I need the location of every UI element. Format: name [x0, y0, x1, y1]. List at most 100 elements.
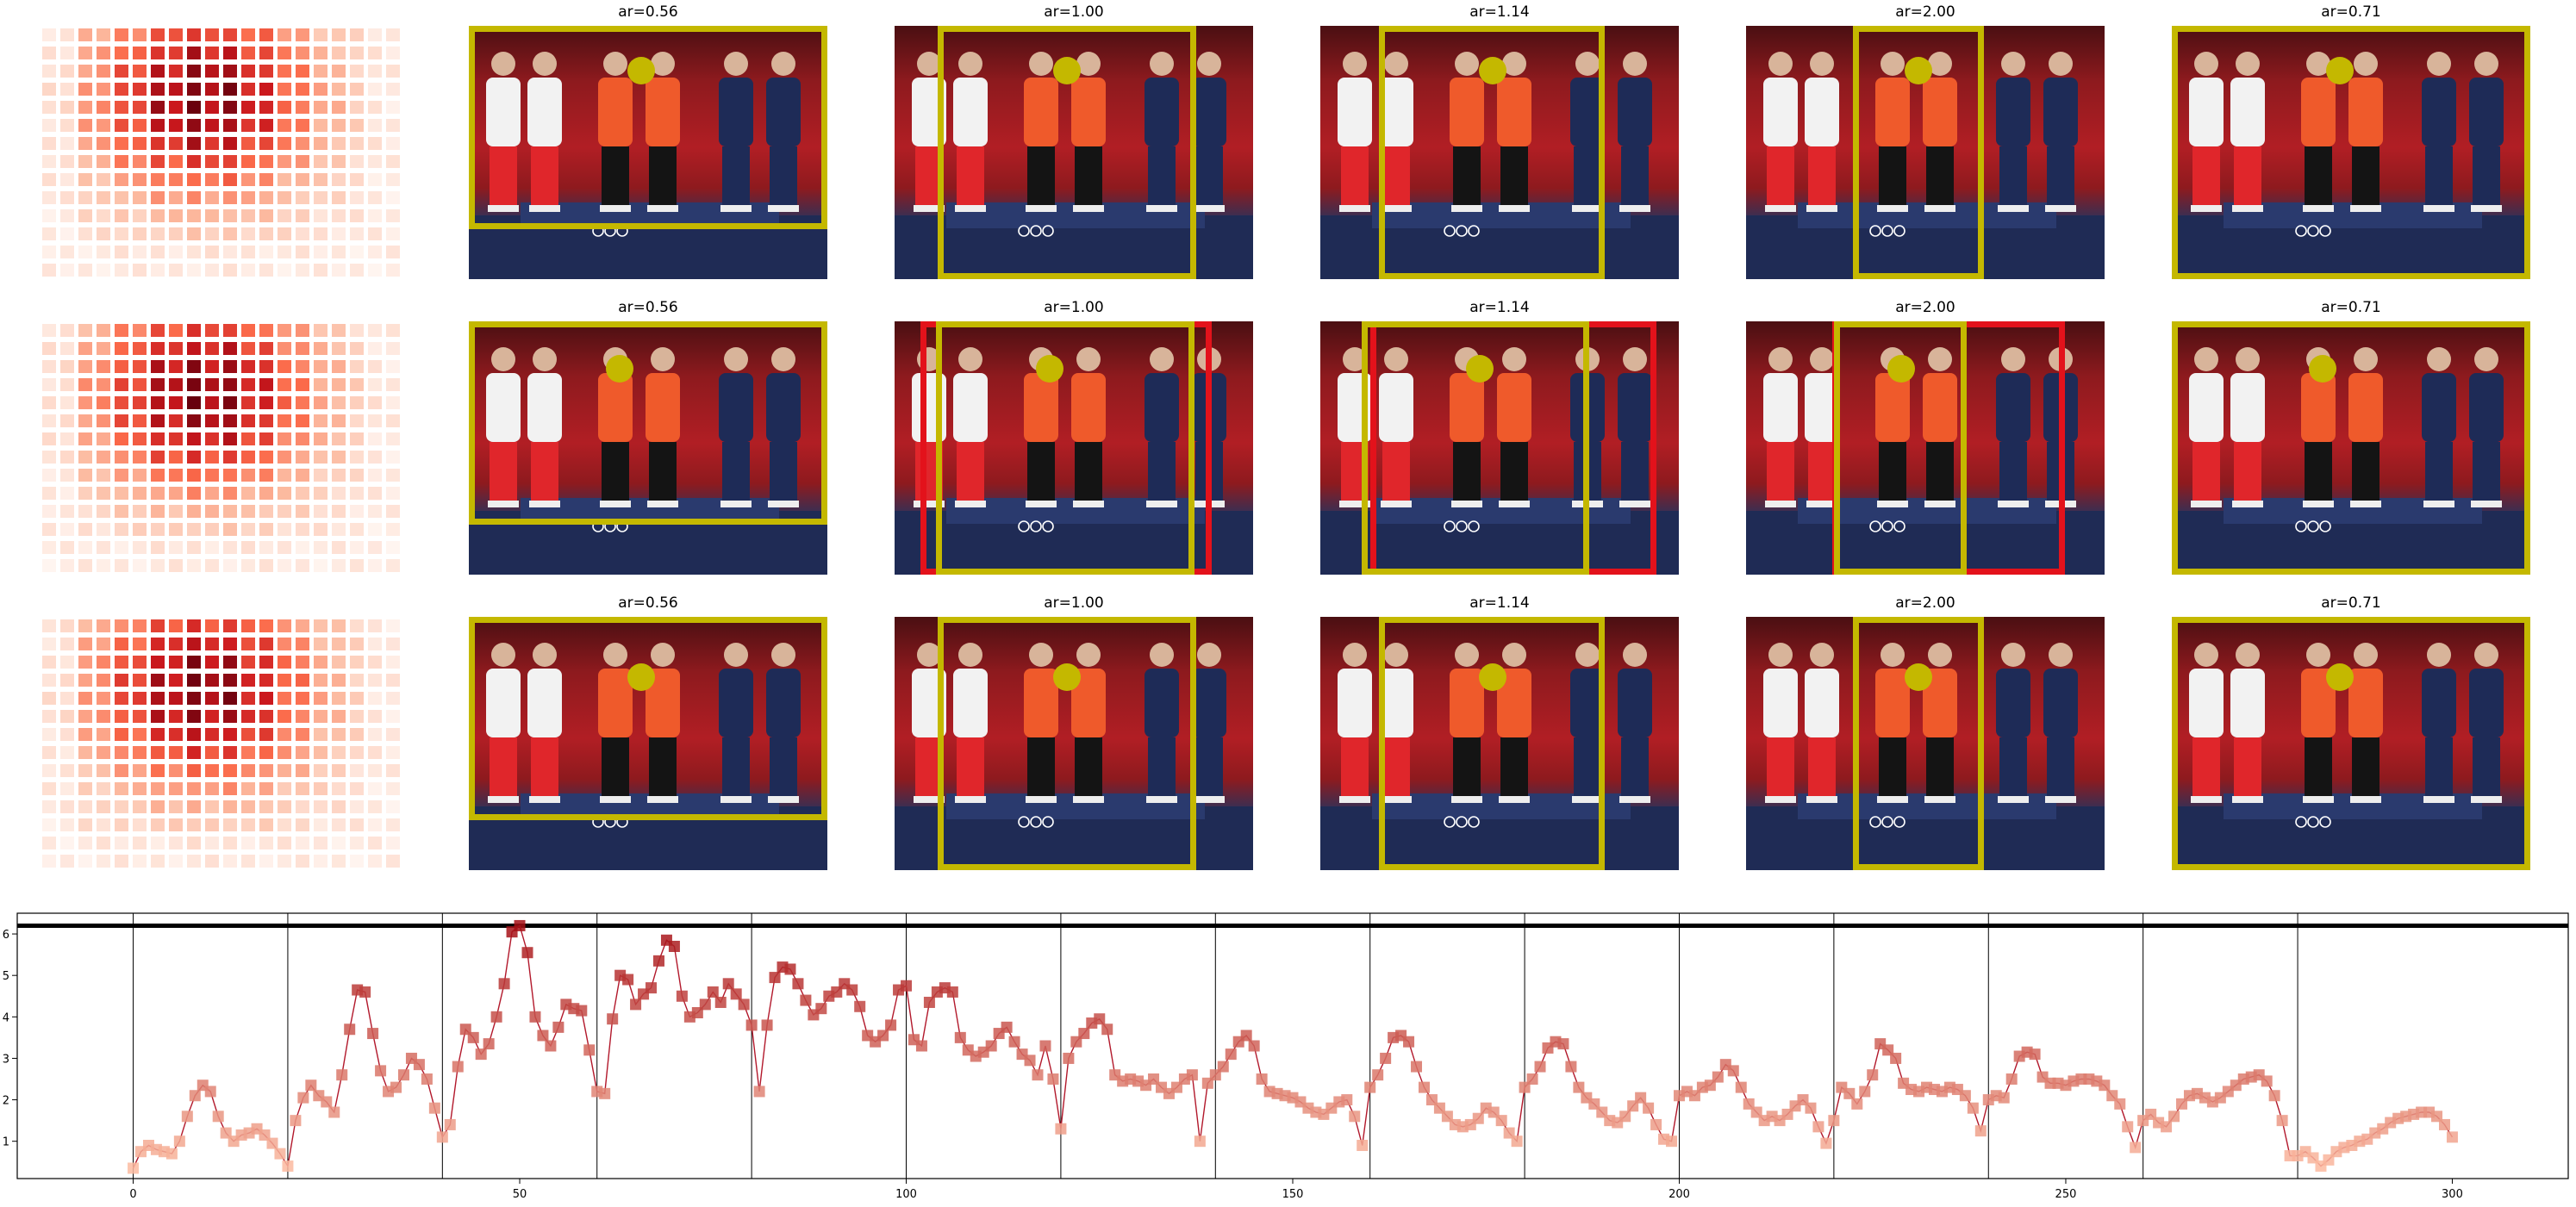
heatmap-cell [386, 342, 400, 355]
heatmap-cell [278, 264, 291, 277]
y-tick-label: 1 [3, 1136, 9, 1149]
heatmap-cell [205, 191, 219, 204]
heatmap-cell [314, 360, 327, 373]
heatmap-cell [314, 782, 327, 795]
heatmap-cell [332, 710, 346, 723]
heatmap-cell [187, 782, 201, 795]
heatmap-cell [314, 451, 327, 464]
data-point-marker [1805, 1102, 1817, 1114]
x-tick-label: 0 [129, 1188, 136, 1201]
heatmap-cell [42, 559, 56, 572]
heatmap-cell [187, 155, 201, 168]
data-point-marker [2261, 1075, 2273, 1087]
heatmap-cell [296, 414, 309, 427]
crop-box-yellow [2172, 321, 2530, 575]
panel-title: ar=2.00 [1895, 3, 1955, 21]
heatmap-cell [115, 764, 128, 777]
heatmap-cell [169, 209, 183, 222]
heatmap-cell [187, 764, 201, 777]
heatmap-cell [278, 559, 291, 572]
heatmap-cell [259, 28, 273, 41]
heatmap-cell [133, 728, 147, 741]
podium-photo [1746, 321, 2105, 575]
heatmap-cell [97, 837, 110, 849]
heatmap-cell [350, 469, 364, 482]
heatmap-cell [278, 246, 291, 258]
heatmap-cell [115, 559, 128, 572]
heatmap-cell [350, 728, 364, 741]
heatmap-cell [223, 173, 237, 186]
heatmap-cell [97, 137, 110, 150]
data-point-marker [428, 1102, 440, 1114]
heatmap-cell [151, 360, 165, 373]
data-point-marker [1495, 1115, 1507, 1127]
heatmap-cell [78, 487, 92, 500]
heatmap-cell [259, 638, 273, 650]
heatmap-cell [169, 119, 183, 132]
heatmap-cell [205, 324, 219, 337]
heatmap-cell [78, 505, 92, 518]
heatmap-cell [386, 728, 400, 741]
heatmap-cell [386, 209, 400, 222]
heatmap-cell [115, 227, 128, 240]
heatmap-cell [350, 360, 364, 373]
podium-photo [2172, 321, 2530, 575]
heatmap-cell [223, 469, 237, 482]
heatmap-cell [115, 487, 128, 500]
crop-panel: ar=1.00 [895, 594, 1253, 870]
podium-photo [2172, 617, 2530, 870]
data-point-marker [1974, 1125, 1987, 1137]
heatmap-cell [133, 264, 147, 277]
heatmap-cell [97, 451, 110, 464]
heatmap-cell [205, 656, 219, 669]
heatmap-cell [241, 378, 255, 391]
heatmap-cell [332, 818, 346, 831]
heatmap-cell [187, 173, 201, 186]
heatmap-cell [60, 674, 74, 687]
heatmap-cell [169, 855, 183, 868]
focus-point-marker [1905, 663, 1932, 691]
heatmap-cell [332, 674, 346, 687]
panel-title: ar=1.14 [1469, 299, 1530, 316]
heatmap-cell [151, 505, 165, 518]
data-point-marker [1186, 1069, 1198, 1081]
heatmap-cell [259, 360, 273, 373]
heatmap-cell [278, 800, 291, 813]
heatmap-cell [350, 451, 364, 464]
heatmap-cell [223, 360, 237, 373]
heatmap-cell [368, 656, 382, 669]
heatmap-cell [151, 638, 165, 650]
heatmap-cell [187, 818, 201, 831]
heatmap-cell [169, 65, 183, 78]
heatmap-cell [97, 559, 110, 572]
heatmap-cell [241, 432, 255, 445]
heatmap-cell [259, 487, 273, 500]
heatmap-cell [169, 487, 183, 500]
crop-box-yellow [1379, 26, 1605, 279]
data-point-marker [2161, 1121, 2173, 1133]
heatmap-cell [314, 559, 327, 572]
heatmap-cell [314, 101, 327, 114]
heatmap-cell [133, 119, 147, 132]
data-point-marker [946, 986, 958, 998]
heatmap-cell [241, 101, 255, 114]
heatmap-cell [350, 782, 364, 795]
data-point-marker [2114, 1098, 2126, 1110]
heatmap-cell [187, 728, 201, 741]
heatmap-cell [205, 137, 219, 150]
heatmap-cell [314, 324, 327, 337]
heatmap-cell [223, 101, 237, 114]
heatmap-cell [223, 414, 237, 427]
heatmap-cell [296, 342, 309, 355]
heatmap-cell [42, 619, 56, 632]
heatmap-cell [332, 209, 346, 222]
data-point-marker [297, 1092, 309, 1104]
data-point-marker [173, 1135, 185, 1148]
heatmap-cell [296, 191, 309, 204]
heatmap-cell [368, 505, 382, 518]
heatmap-cell [205, 65, 219, 78]
heatmap-cell [296, 209, 309, 222]
heatmap-cell [42, 674, 56, 687]
data-point-marker [1008, 1036, 1020, 1048]
heatmap-cell [133, 469, 147, 482]
